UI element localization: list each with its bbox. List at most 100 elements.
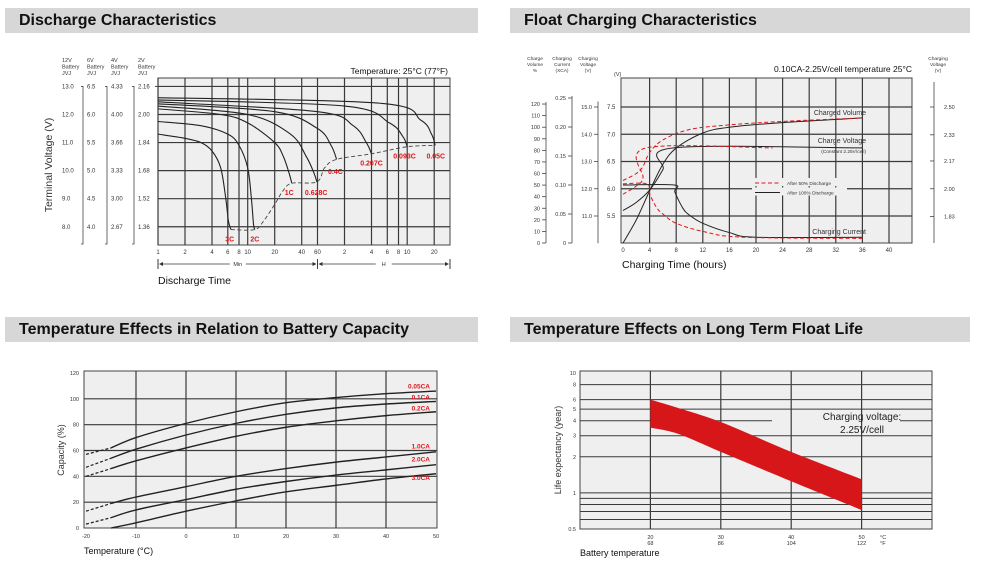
float-voltage12-header: Charging [578,56,598,62]
life-y-tick-label: 10 [570,371,576,377]
discharge-x-tick-label: 2 [343,250,347,256]
discharge-curve-label: 0.05C [426,154,445,161]
life-y-tick-label: 3 [573,434,576,440]
float-voltage12-tick-label: 11.0 [582,214,592,220]
temperature-y-label: Capacity (%) [56,424,66,476]
discharge-y-tick-label: 1.68 [138,169,150,175]
float-voltage12-tick-label: 12.0 [581,187,592,193]
float-voltage12-tick-label: 14.0 [581,132,592,138]
discharge-y-tick-label: 3.33 [111,169,123,175]
discharge-x-tick-label: 1 [156,250,160,256]
float-volume-tick-label: 90 [534,137,540,143]
discharge-curve-label: 0.628C [305,190,328,197]
float-voltage2-tick-label: 2.33 [944,133,955,139]
float-curve-voltage12-100 [622,145,863,211]
float-x-tick-label: 40 [886,248,893,254]
float-v6-tick-label: 5.5 [607,214,616,220]
discharge-y-tick-label: 1.36 [138,225,150,231]
life-y-tick-label: 5 [573,407,576,413]
float-volume-tick-label: 70 [534,160,540,166]
life-x-tick-fahrenheit: 68 [647,541,653,547]
float-current-tick-label: 0.15 [555,154,566,160]
float-voltage2-tick-label: 2.17 [944,159,955,165]
float-legend-bg [752,178,847,186]
float-volume-tick-label: 0 [537,241,540,247]
life-x-tick-fahrenheit: 86 [718,541,724,547]
discharge-x-tick-label: 6 [386,250,390,256]
float-v6-tick-label: 6.5 [607,160,616,166]
discharge-y-tick-label: 4.5 [87,197,96,203]
float-x-tick-label: 20 [753,248,760,254]
temperature-curve-label: 0.1CA [412,394,431,401]
float-curve-current-50 [622,182,863,239]
float-current-header: Current [554,62,571,68]
float-volume-tick-label: 30 [534,206,540,212]
discharge-y-tick-label: 4.00 [111,112,123,118]
life-y-tick-label: 2 [573,455,576,461]
float-voltage2-tick-label: 2.00 [944,187,955,193]
temperature-curve-label: 2.0CA [412,456,431,463]
life-x-tick-celsius: 20 [647,535,653,541]
discharge-y-tick-label: 2.00 [138,112,150,118]
float-volume-tick-label: 20 [534,218,540,224]
float-v6-tick-label: 7.0 [607,132,616,138]
discharge-range-label: Min [233,262,242,268]
float-x-tick-label: 24 [779,248,786,254]
temperature-curve-dashed-0.1CA [85,457,112,468]
discharge-curve-label: 0.093C [393,154,416,161]
float-volume-tick-label: 80 [534,148,540,154]
float-title-bar: Float Charging Characteristics [510,8,970,33]
discharge-curve-label: 1C [285,190,294,197]
discharge-x-tick-label: 40 [298,250,305,256]
discharge-title-bar: Discharge Characteristics [5,8,478,33]
float-voltage12-tick-label: 15.0 [581,105,592,111]
discharge-curve-3C [157,133,232,230]
float-label-charge-voltage: Charge Voltage [818,138,866,145]
temperature-x-tick-label: 0 [184,534,187,540]
discharge-range-label-bg [375,260,392,268]
discharge-curve-0.093C [157,99,408,147]
discharge-x-tick-label: 4 [370,250,374,256]
discharge-y-tick-label: 2.67 [111,225,123,231]
discharge-y-tick-label: 4.33 [111,84,123,90]
life-y-tick-label: 0.5 [568,527,576,533]
life-x-tick-celsius: 30 [718,535,724,541]
temperature-y-tick-label: 40 [73,474,79,480]
temperature-title-bar: Temperature Effects in Relation to Batte… [5,317,478,342]
float-volume-tick-label: 100 [531,125,540,131]
temperature-y-tick-label: 100 [70,397,79,403]
float-volume-header: Charge [527,56,543,62]
float-x-tick-label: 0 [621,248,625,254]
temperature-y-tick-label: 80 [73,423,79,429]
discharge-y-tick-label: 6.0 [87,112,96,118]
discharge-curve-label: 2C [250,236,259,243]
temperature-curve-dashed-1.0CA [85,502,112,512]
float-current-tick-label: 0 [563,241,566,247]
float-current-header: (XCA) [555,68,568,74]
float-legend-label: After 100% Discharge [787,191,834,197]
float-x-tick-label: 12 [699,248,706,254]
float-current-tick-label: 0.20 [555,125,566,131]
temperature-curve-label: 1.0CA [412,444,431,451]
float-curve-voltage12-50 [622,145,773,195]
float-volume-tick-label: 120 [531,102,540,108]
temperature-curve-0.05CA [110,390,437,449]
float-voltage2-header: (V) [935,68,942,74]
float-volume-tick-label: 50 [534,183,540,189]
float-x-tick-label: 4 [648,248,652,254]
float-voltage2-tick-label: 2.50 [944,105,955,111]
discharge-y-tick-label: 10.0 [62,169,74,175]
life-title: Temperature Effects on Long Term Float L… [524,321,863,338]
discharge-axis-header: Battery [87,65,105,71]
discharge-x-label: Discharge Time [158,275,231,287]
temperature-curve-dashed-0.2CA [85,468,112,477]
float-curve-volume-50 [622,117,863,181]
float-voltage2-header: Voltage [930,62,946,68]
life-x-tick-celsius: 40 [788,535,794,541]
float-volume-tick-label: 110 [531,114,540,120]
discharge-y-tick-label: 3.66 [111,141,123,147]
temperature-x-tick-label: 20 [283,534,289,540]
discharge-y-tick-label: 13.0 [62,84,74,90]
discharge-x-tick-label: 6 [226,250,230,256]
